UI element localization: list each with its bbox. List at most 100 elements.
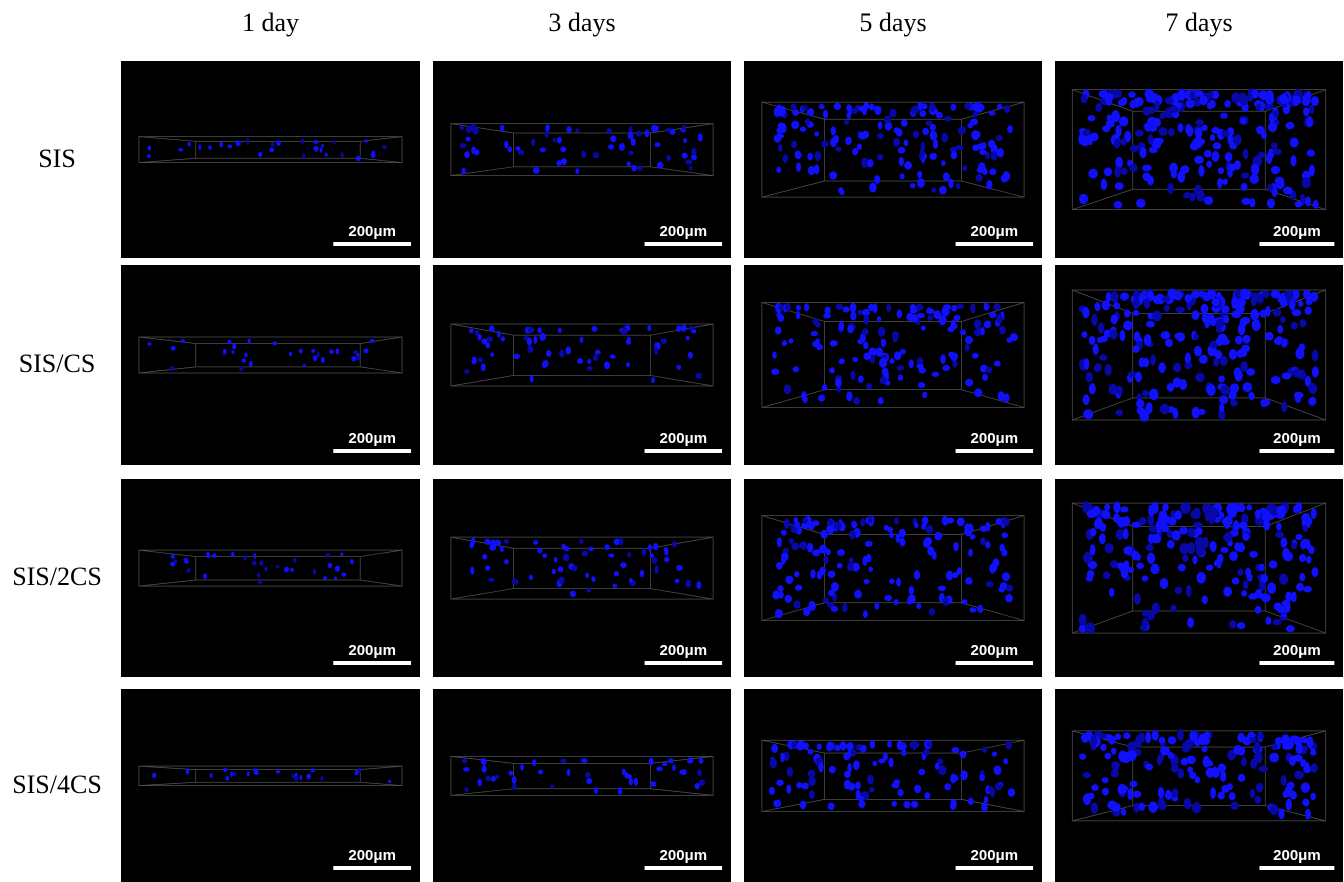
cell-nucleus — [1275, 531, 1284, 538]
cell-nucleus — [566, 768, 571, 777]
cell-nucleus — [461, 758, 468, 764]
cell-nucleus — [1260, 398, 1268, 408]
cell-nucleus — [1277, 325, 1284, 334]
cell-nucleus — [1254, 509, 1261, 519]
cell-nucleus — [1266, 198, 1275, 209]
cell-nucleus — [628, 150, 634, 156]
cell-nucleus — [853, 760, 860, 770]
cell-nucleus — [1100, 743, 1107, 752]
cell-nucleus — [1218, 511, 1225, 519]
cell-nucleus — [1223, 532, 1233, 543]
cell-nucleus — [784, 302, 791, 312]
box-outline — [1071, 289, 1327, 421]
cell-nucleus — [910, 105, 919, 115]
cell-nucleus — [980, 327, 985, 336]
cell-nucleus — [807, 521, 815, 531]
cell-nucleus — [545, 350, 552, 357]
cell-nucleus — [588, 546, 594, 552]
cell-nucleus — [1294, 394, 1302, 403]
cell-nucleus — [577, 358, 583, 364]
cell-nucleus — [931, 371, 940, 377]
cell-nucleus — [1006, 584, 1014, 592]
box-outline — [138, 765, 403, 786]
cell-nucleus — [1310, 508, 1317, 520]
cell-nucleus — [575, 128, 580, 133]
cell-nucleus — [1272, 148, 1282, 156]
cell-nucleus — [1148, 504, 1155, 517]
box-outline — [138, 336, 403, 374]
cell-nucleus — [1192, 507, 1201, 520]
cell-nucleus — [271, 141, 275, 148]
cell-nucleus — [609, 354, 616, 359]
cell-nucleus — [470, 566, 475, 575]
cell-nucleus — [1172, 408, 1179, 420]
cell-nucleus — [970, 118, 978, 126]
cell-nucleus — [340, 552, 344, 556]
cell-nucleus — [1111, 747, 1117, 755]
cell-nucleus — [892, 331, 900, 340]
cell-nucleus — [830, 582, 839, 592]
cell-nucleus — [929, 123, 937, 131]
cell-nucleus — [169, 366, 175, 372]
cell-nucleus — [802, 516, 808, 524]
cell-nucleus — [1242, 532, 1249, 541]
cell-nucleus — [1094, 302, 1101, 312]
cell-nucleus — [769, 758, 777, 769]
cell-nucleus — [996, 148, 1004, 158]
cell-nucleus — [257, 579, 263, 584]
cell-nucleus — [550, 784, 555, 789]
cell-nucleus — [477, 357, 484, 363]
cell-nucleus — [1277, 293, 1286, 304]
cell-nucleus — [1088, 168, 1098, 179]
cell-nucleus — [1128, 91, 1136, 99]
cell-nucleus — [888, 757, 894, 768]
cell-nucleus — [925, 524, 934, 534]
box-edge — [360, 157, 403, 163]
cell-nucleus — [1123, 560, 1130, 570]
cell-nucleus — [1219, 395, 1229, 405]
cell-nucleus — [698, 779, 706, 786]
cell-nucleus — [864, 353, 871, 360]
cell-nucleus — [1001, 572, 1011, 581]
cell-nucleus — [1291, 289, 1298, 302]
cell-nucleus — [621, 326, 628, 336]
cell-nucleus — [1099, 335, 1108, 343]
cell-nucleus — [253, 768, 259, 773]
cell-nucleus — [178, 148, 184, 152]
cell-nucleus — [544, 130, 549, 138]
cell-nucleus — [1082, 394, 1090, 406]
cell-nucleus — [1217, 553, 1224, 564]
box-edge — [761, 799, 825, 812]
cell-nucleus — [311, 349, 316, 353]
cell-nucleus — [860, 517, 866, 527]
cell-nucleus — [796, 743, 805, 751]
box-outline — [138, 136, 403, 164]
cell-nucleus — [858, 800, 866, 809]
cell-nucleus — [906, 312, 914, 322]
cell-nucleus — [1132, 309, 1140, 317]
cell-nucleus — [1154, 137, 1164, 145]
cell-nucleus — [847, 325, 854, 334]
cell-nucleus — [1280, 537, 1288, 548]
cell-nucleus — [1306, 115, 1313, 128]
cell-nucleus — [465, 136, 471, 142]
cell-nucleus — [780, 123, 787, 134]
scale-bar-label: 200μm — [1273, 642, 1321, 659]
cell-nucleus — [1310, 792, 1316, 801]
cell-nucleus — [351, 356, 357, 362]
cell-nucleus — [826, 519, 834, 526]
cell-nucleus — [495, 774, 500, 780]
cell-nucleus — [872, 760, 878, 767]
cell-nucleus — [822, 597, 829, 603]
cell-nucleus — [982, 373, 989, 381]
cell-nucleus — [980, 537, 986, 546]
cell-nucleus — [863, 341, 869, 350]
cell-nucleus — [1237, 323, 1246, 336]
cell-nucleus — [832, 134, 840, 144]
cell-nucleus — [937, 585, 946, 592]
cell-nucleus — [790, 103, 797, 110]
cell-nucleus — [808, 776, 816, 787]
cell-nucleus — [610, 135, 617, 143]
cell-nucleus — [1177, 170, 1186, 183]
cell-nucleus — [628, 778, 633, 786]
